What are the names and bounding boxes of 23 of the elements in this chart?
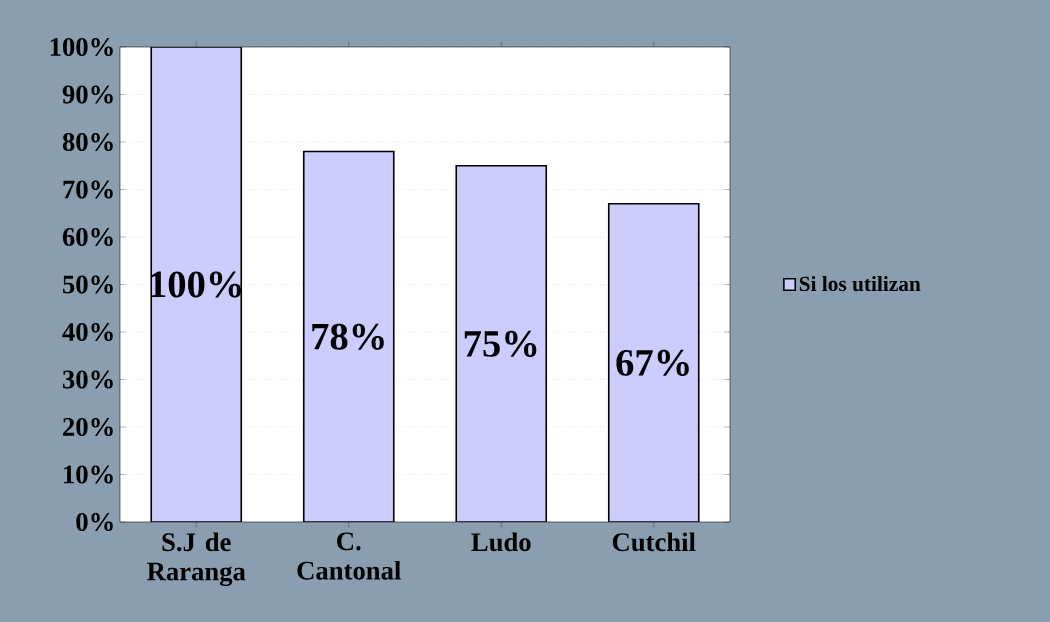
data-label: 67% [616, 349, 689, 376]
bar [150, 47, 243, 522]
y-tick-label: 0% [76, 512, 113, 532]
y-tick-label: 60% [62, 227, 113, 247]
y-tick-label: 40% [62, 322, 113, 342]
data-label: 75% [464, 330, 537, 357]
x-tick-label: Ludo [471, 532, 531, 552]
y-tick-label: 80% [62, 132, 113, 152]
x-tick-label: S.J de Raranga [147, 532, 246, 587]
x-tick-label: Cutchil [612, 532, 696, 552]
data-label: 78% [312, 323, 384, 350]
y-tick-label: 90% [62, 85, 113, 104]
bar [455, 164, 548, 522]
y-tick-label: 20% [63, 417, 113, 437]
y-tick-label: 10% [64, 465, 113, 484]
y-tick-label: 70% [63, 180, 113, 199]
bar [302, 150, 395, 522]
legend-label: Si los utilizan [799, 276, 921, 292]
bar [607, 202, 700, 522]
y-tick-label: 50% [63, 275, 113, 294]
x-tick-label: C. Cantonal [297, 532, 401, 580]
y-tick-label: 30% [62, 370, 113, 389]
y-tick-label: 100% [50, 37, 113, 57]
